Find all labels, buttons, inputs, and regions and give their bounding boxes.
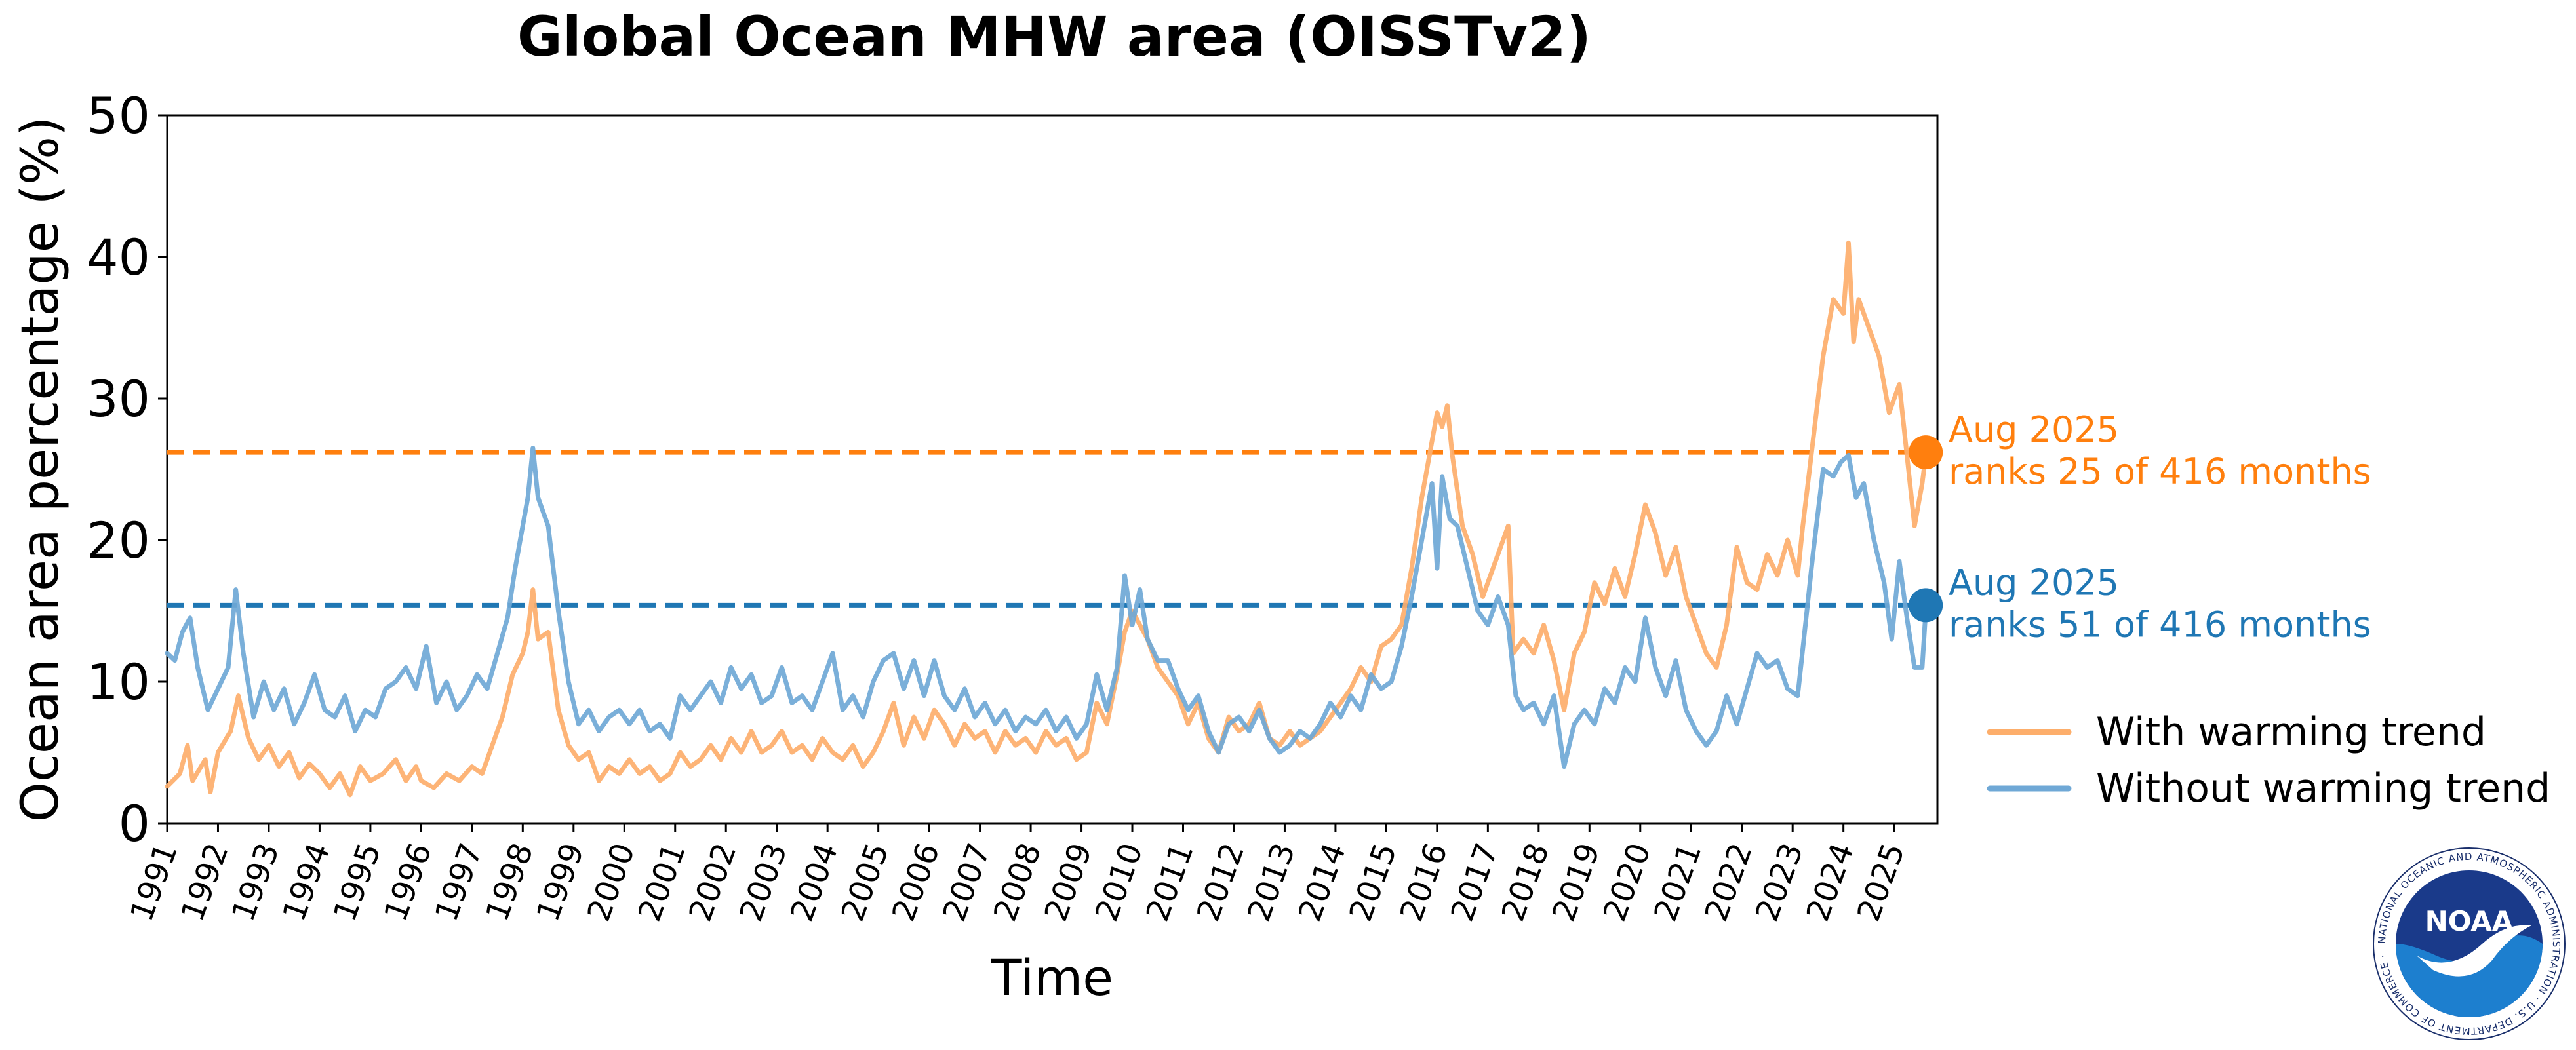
y-tick-label: 40 [87,228,150,286]
annotation-month-1: Aug 2025 [1949,562,2119,603]
plot-area [165,114,1943,825]
y-tick-label: 10 [87,653,150,711]
series-layer [165,240,1928,798]
chart-title: Global Ocean MHW area (OISSTv2) [517,5,1591,69]
reference-lines [167,450,1937,608]
legend-label-with-trend: With warming trend [2096,709,2486,755]
series-line-without-trend [165,446,1928,769]
current-value-marker-0 [1909,435,1943,470]
x-axis-label: Time [991,948,1113,1007]
y-tick-label: 30 [87,370,150,428]
y-tick-label: 0 [119,794,150,853]
y-tick-label: 50 [87,87,150,145]
logo-wordmark: NOAA [2425,905,2514,937]
legend-label-without-trend: Without warming trend [2096,766,2550,811]
series-line-with-trend [165,240,1928,798]
annotation-month-0: Aug 2025 [1949,409,2119,450]
x-axis-ticks: 1991199219931994199519961997199819992000… [123,823,1912,926]
annotation-rank-0: ranks 25 of 416 months [1949,451,2371,492]
current-value-marker-1 [1909,588,1943,623]
annotation-rank-1: ranks 51 of 416 months [1949,604,2371,645]
markers-layer [1909,435,1943,623]
plot-frame [166,114,1939,825]
noaa-logo: NATIONAL OCEANIC AND ATMOSPHERIC ADMINIS… [2371,846,2567,1042]
y-axis-label: Ocean area percentage (%) [11,117,70,823]
legend: With warming trend Without warming trend [1987,709,2550,811]
y-axis-ticks: 0 10 20 30 40 50 [87,87,167,853]
y-tick-label: 20 [87,511,150,570]
